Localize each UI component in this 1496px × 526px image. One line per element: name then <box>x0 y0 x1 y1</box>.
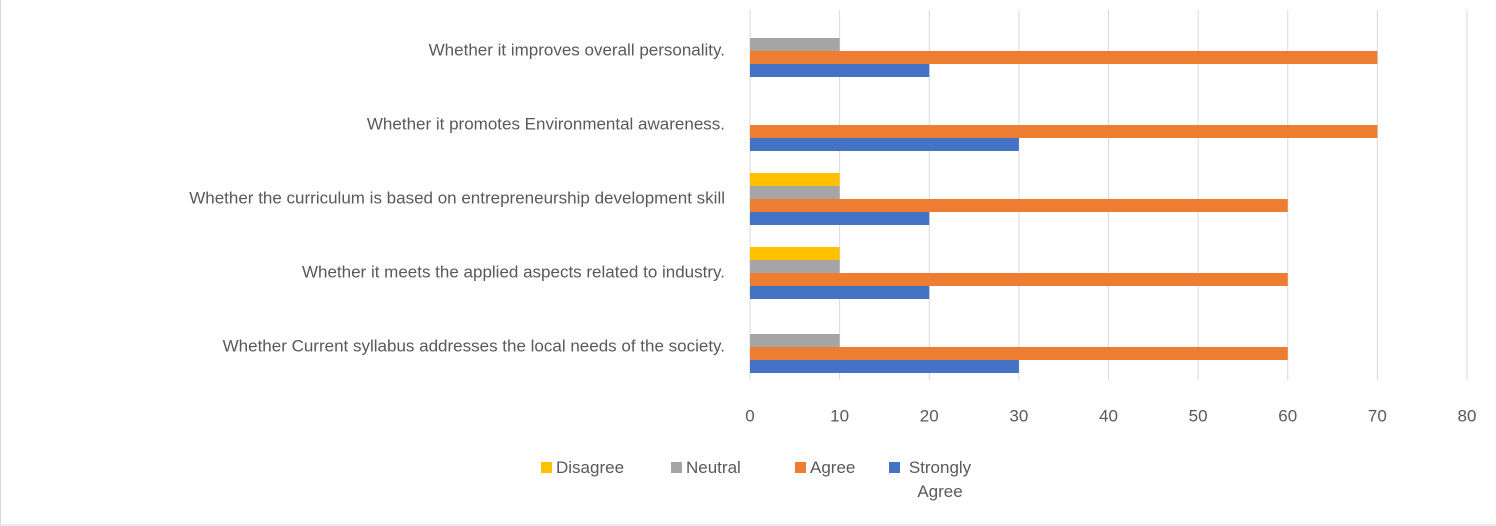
y-tick-label: Whether the curriculum is based on entre… <box>189 188 725 207</box>
legend-swatch <box>795 462 806 473</box>
y-tick-label: Whether it promotes Environmental awaren… <box>367 114 725 133</box>
bar <box>750 360 1019 373</box>
bar <box>750 273 1288 286</box>
bar <box>750 286 930 299</box>
legend-item: Agree <box>795 456 855 480</box>
y-tick-label: Whether it improves overall personality. <box>429 40 725 59</box>
legend-swatch <box>671 462 682 473</box>
x-tick-label: 30 <box>1009 406 1028 425</box>
bar <box>750 125 1378 138</box>
legend-item: Neutral <box>671 456 741 480</box>
bar <box>750 186 840 199</box>
y-tick-label: Whether Current syllabus addresses the l… <box>223 336 725 355</box>
bar <box>750 199 1288 212</box>
bar <box>750 247 840 260</box>
legend-item: Strongly Agree <box>889 456 980 504</box>
x-tick-label: 80 <box>1458 406 1477 425</box>
x-tick-label: 20 <box>920 406 939 425</box>
bar <box>750 51 1378 64</box>
legend-label: Neutral <box>686 458 741 477</box>
y-tick-label: Whether it meets the applied aspects rel… <box>302 262 725 281</box>
bar <box>750 212 930 225</box>
legend-item: Disagree <box>541 456 624 480</box>
bar <box>750 138 1019 151</box>
bar <box>750 173 840 186</box>
bar <box>750 38 840 51</box>
x-tick-label: 60 <box>1278 406 1297 425</box>
legend-swatch <box>889 462 900 473</box>
x-tick-label: 40 <box>1099 406 1118 425</box>
x-tick-label: 0 <box>745 406 754 425</box>
x-tick-label: 50 <box>1189 406 1208 425</box>
bar <box>750 64 930 77</box>
bar <box>750 334 840 347</box>
bar <box>750 260 840 273</box>
legend-swatch <box>541 462 552 473</box>
legend-label: Agree <box>810 458 856 477</box>
x-tick-label: 70 <box>1368 406 1387 425</box>
legend-label: Strongly Agree <box>908 458 972 501</box>
x-tick-label: 10 <box>830 406 849 425</box>
legend-label: Disagree <box>556 458 625 477</box>
bar <box>750 347 1288 360</box>
